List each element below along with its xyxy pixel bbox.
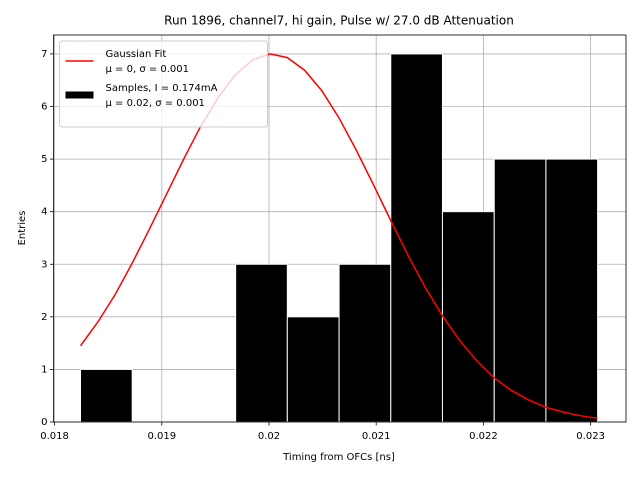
bar (286, 316, 340, 423)
x-tick-label: 0.023 (576, 431, 605, 442)
y-tick-label: 5 (41, 154, 47, 165)
bar (493, 158, 547, 423)
fit-line (79, 53, 598, 420)
y-tick-label: 3 (41, 259, 47, 270)
axes-frame (53, 34, 627, 423)
bar (545, 158, 599, 423)
legend-patch (65, 91, 94, 99)
legend-label-line: μ = 0.02, σ = 0.001 (106, 98, 205, 109)
x-tick-label: 0.021 (362, 431, 391, 442)
chart-title: Run 1896, channel7, hi gain, Pulse w/ 27… (164, 14, 514, 28)
legend-box (59, 40, 268, 128)
y-tick-label: 6 (41, 102, 47, 113)
x-tick-label: 0.018 (40, 431, 69, 442)
legend-label-line: μ = 0, σ = 0.001 (106, 64, 190, 75)
bar (441, 211, 495, 423)
legend: Gaussian Fit μ = 0, σ = 0.001 Samples, I =… (59, 40, 268, 128)
y-tick-label: 1 (41, 364, 47, 375)
legend-label: Gaussian Fit μ = 0, σ = 0.001 (106, 49, 190, 75)
legend-label-line: Gaussian Fit (106, 49, 167, 60)
x-tick-label: 0.022 (469, 431, 498, 442)
y-tick-label: 0 (41, 417, 47, 428)
legend-label: Samples, I = 0.174mA μ = 0.02, σ = 0.001 (106, 83, 218, 109)
y-tick-label: 7 (41, 49, 47, 60)
x-tick-label: 0.02 (258, 431, 280, 442)
x-axis-label: Timing from OFCs [ns] (282, 452, 395, 463)
bar (80, 368, 133, 423)
y-tick-label: 2 (41, 312, 47, 323)
y-axis-label: Entries (17, 211, 28, 246)
legend-label-line: Samples, I = 0.174mA (106, 83, 218, 94)
x-tick-label: 0.019 (147, 431, 176, 442)
bar (338, 263, 392, 423)
bar (390, 53, 443, 423)
y-tick-label: 4 (41, 207, 47, 218)
bar (235, 263, 288, 423)
